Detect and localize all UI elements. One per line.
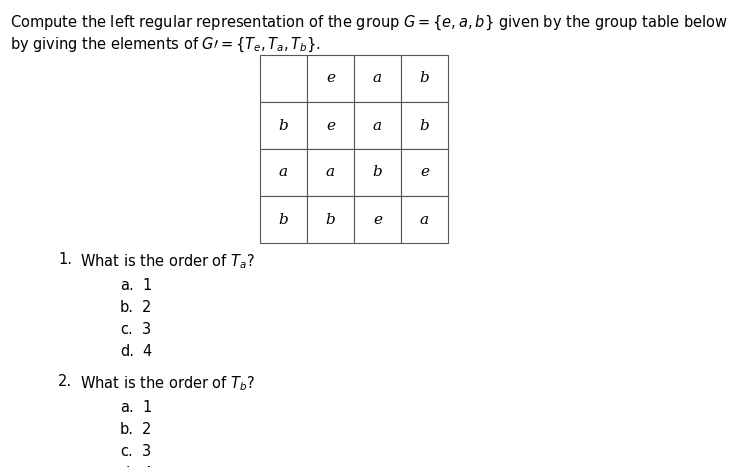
Text: b.: b. bbox=[120, 422, 134, 437]
Text: 1: 1 bbox=[142, 278, 151, 293]
Text: c.: c. bbox=[120, 322, 133, 337]
Bar bbox=[307, 196, 354, 243]
Text: a: a bbox=[373, 119, 382, 133]
Bar bbox=[260, 196, 307, 243]
Text: e: e bbox=[326, 119, 335, 133]
Text: 3: 3 bbox=[142, 444, 151, 459]
Text: e: e bbox=[326, 71, 335, 85]
Text: d.: d. bbox=[120, 344, 134, 359]
Text: 3: 3 bbox=[142, 322, 151, 337]
Bar bbox=[354, 149, 401, 196]
Text: d.: d. bbox=[120, 466, 134, 467]
Text: 2: 2 bbox=[142, 422, 151, 437]
Text: b: b bbox=[279, 119, 288, 133]
Bar bbox=[307, 55, 354, 102]
Text: a.: a. bbox=[120, 278, 134, 293]
Text: e: e bbox=[373, 212, 382, 226]
Bar bbox=[260, 149, 307, 196]
Bar bbox=[401, 149, 448, 196]
Text: e: e bbox=[420, 165, 429, 179]
Bar bbox=[260, 102, 307, 149]
Text: a.: a. bbox=[120, 400, 134, 415]
Text: What is the order of $T_a$?: What is the order of $T_a$? bbox=[80, 252, 255, 271]
Bar bbox=[307, 102, 354, 149]
Bar bbox=[401, 102, 448, 149]
Bar bbox=[354, 102, 401, 149]
Text: b: b bbox=[279, 212, 288, 226]
Bar bbox=[354, 55, 401, 102]
Bar bbox=[307, 149, 354, 196]
Bar bbox=[401, 55, 448, 102]
Text: 4: 4 bbox=[142, 466, 151, 467]
Text: b.: b. bbox=[120, 300, 134, 315]
Text: c.: c. bbox=[120, 444, 133, 459]
Text: b: b bbox=[372, 165, 383, 179]
Text: a: a bbox=[326, 165, 335, 179]
Text: a: a bbox=[420, 212, 429, 226]
Text: a: a bbox=[373, 71, 382, 85]
Text: 4: 4 bbox=[142, 344, 151, 359]
Bar bbox=[354, 196, 401, 243]
Bar bbox=[260, 55, 307, 102]
Bar bbox=[401, 196, 448, 243]
Text: What is the order of $T_b$?: What is the order of $T_b$? bbox=[80, 374, 255, 393]
Text: b: b bbox=[326, 212, 336, 226]
Text: 1.: 1. bbox=[58, 252, 72, 267]
Text: by giving the elements of $G\prime = \{T_e, T_a, T_b\}$.: by giving the elements of $G\prime = \{T… bbox=[10, 36, 321, 55]
Text: b: b bbox=[419, 119, 429, 133]
Text: Compute the left regular representation of the group $G = \{e, a, b\}$ given by : Compute the left regular representation … bbox=[10, 14, 728, 32]
Text: a: a bbox=[279, 165, 288, 179]
Text: 1: 1 bbox=[142, 400, 151, 415]
Text: 2: 2 bbox=[142, 300, 151, 315]
Text: b: b bbox=[419, 71, 429, 85]
Text: 2.: 2. bbox=[58, 374, 72, 389]
